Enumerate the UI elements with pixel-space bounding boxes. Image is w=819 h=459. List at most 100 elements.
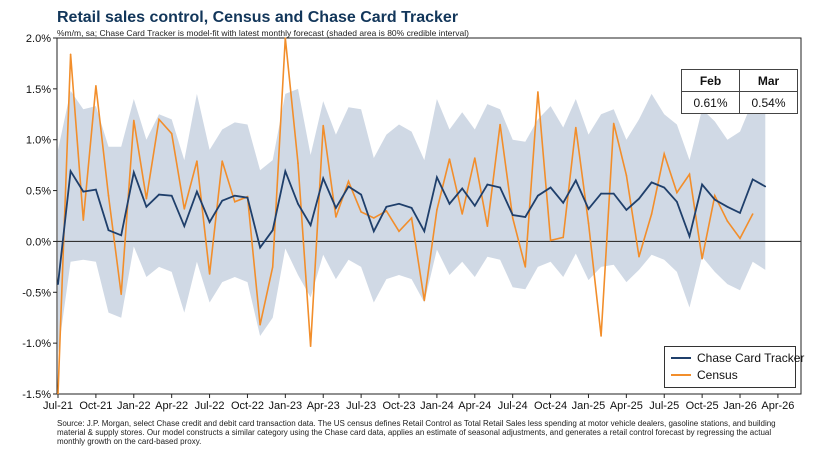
census-point xyxy=(575,126,577,129)
legend-label-census: Census xyxy=(697,368,738,382)
tracker-point xyxy=(764,185,767,188)
tracker-point xyxy=(385,206,388,208)
census-point xyxy=(208,273,211,275)
forecast-value-mar: 0.54% xyxy=(739,91,798,114)
tracker-point xyxy=(638,197,640,200)
x-tick-label: Apr-22 xyxy=(155,400,188,412)
tracker-point xyxy=(57,283,59,285)
x-tick-label: Jan-22 xyxy=(117,400,151,412)
tracker-point xyxy=(625,209,628,211)
tracker-point xyxy=(145,206,148,208)
tracker-point xyxy=(221,199,223,202)
census-point xyxy=(436,209,438,211)
census-point xyxy=(221,160,223,162)
tracker-point xyxy=(398,203,400,205)
tracker-point xyxy=(423,230,426,233)
y-tick-label: 1.0% xyxy=(26,135,51,147)
x-tick-label: Jul-25 xyxy=(649,400,679,412)
tracker-point xyxy=(271,229,274,231)
x-tick-label: Oct-21 xyxy=(79,400,112,412)
tracker-point xyxy=(208,221,211,223)
census-point xyxy=(638,255,640,258)
x-tick-label: Jul-23 xyxy=(346,400,376,412)
y-tick-label: 2.0% xyxy=(26,33,51,45)
x-tick-label: Jan-23 xyxy=(269,400,303,412)
tracker-point xyxy=(448,203,451,205)
tracker-point xyxy=(650,181,653,184)
census-point xyxy=(133,119,135,122)
census-point xyxy=(158,118,160,121)
x-tick-label: Jan-25 xyxy=(572,400,606,412)
census-point xyxy=(335,216,337,218)
census-point xyxy=(360,211,362,213)
census-point xyxy=(676,191,678,194)
census-point xyxy=(322,124,325,127)
census-point xyxy=(448,158,451,160)
forecast-value-feb: 0.61% xyxy=(681,91,740,114)
census-point xyxy=(120,293,122,296)
census-point xyxy=(587,222,590,224)
census-point xyxy=(259,324,261,326)
census-point xyxy=(511,217,514,219)
census-point xyxy=(107,194,110,197)
x-tick-label: Apr-23 xyxy=(307,400,340,412)
census-point xyxy=(650,213,653,215)
census-point xyxy=(739,237,741,240)
census-point xyxy=(183,208,186,210)
census-point xyxy=(600,335,602,337)
tracker-point xyxy=(537,194,539,197)
census-point xyxy=(271,266,274,268)
legend-item-tracker: Chase Card Tracker xyxy=(671,351,804,365)
census-point xyxy=(701,257,703,260)
census-point xyxy=(562,236,564,239)
tracker-point xyxy=(322,177,325,180)
tracker-point xyxy=(511,214,514,216)
tracker-point xyxy=(95,188,97,191)
tracker-point xyxy=(524,216,527,218)
legend-item-census: Census xyxy=(671,368,738,382)
tracker-point xyxy=(284,170,287,172)
census-point xyxy=(549,239,552,242)
census-point xyxy=(474,157,476,159)
chart-subtitle: %m/m, sa; Chase Card Tracker is model-fi… xyxy=(57,28,469,38)
tracker-point xyxy=(373,230,375,233)
tracker-point xyxy=(120,234,122,237)
census-point xyxy=(410,217,413,219)
tracker-point xyxy=(486,183,489,186)
census-point xyxy=(726,220,729,222)
tracker-point xyxy=(69,170,72,172)
tracker-point xyxy=(688,235,691,238)
forecast-header-feb: Feb xyxy=(681,69,740,92)
tracker-point xyxy=(474,205,476,207)
tracker-point xyxy=(587,208,590,210)
tracker-point xyxy=(309,224,312,226)
x-tick-label: Jul-22 xyxy=(195,400,225,412)
census-point xyxy=(309,345,312,348)
tracker-point xyxy=(196,190,198,193)
forecast-header-mar: Mar xyxy=(739,69,798,92)
tracker-point xyxy=(234,194,236,197)
tracker-point xyxy=(676,201,678,203)
tracker-point xyxy=(461,187,464,190)
tracker-point xyxy=(183,225,186,227)
plot-area xyxy=(56,37,802,395)
y-tick-label: -1.0% xyxy=(22,338,51,350)
tracker-point xyxy=(133,171,135,174)
y-tick-label: 1.5% xyxy=(26,84,51,96)
census-point xyxy=(751,213,754,215)
chart-legend: Chase Card Tracker Census xyxy=(664,346,804,388)
tracker-point xyxy=(562,202,564,204)
x-tick-label: Apr-26 xyxy=(761,400,794,412)
x-tick-label: Jul-24 xyxy=(498,400,528,412)
tracker-point xyxy=(714,198,716,201)
tracker-point xyxy=(335,207,337,209)
census-line xyxy=(57,37,754,395)
tracker-point xyxy=(360,193,362,196)
census-point xyxy=(95,85,97,87)
legend-swatch-tracker xyxy=(671,357,691,359)
census-point xyxy=(688,173,691,176)
census-point xyxy=(625,174,628,177)
tracker-point xyxy=(726,206,729,208)
census-point xyxy=(69,53,72,56)
census-point xyxy=(170,132,173,135)
